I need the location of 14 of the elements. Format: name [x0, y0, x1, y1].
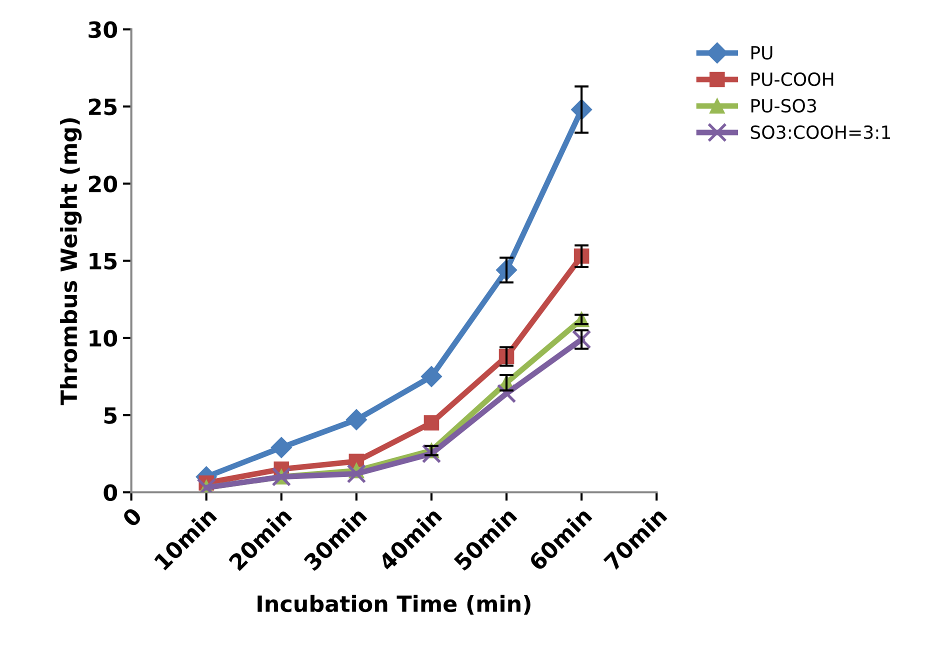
legend-label: SO3:COOH=3:1: [750, 125, 890, 140]
y-tick-label: 0: [104, 484, 118, 502]
y-tick-label: 20: [88, 176, 118, 192]
y-tick-label: 5: [104, 407, 117, 424]
y-axis-title: Thrombus Weight (mg): [60, 118, 82, 406]
legend-label: PU-COOH: [751, 72, 834, 86]
legend-label: PU: [751, 46, 772, 60]
legend-label: PU-SO3: [751, 98, 816, 113]
y-tick-label: 15: [90, 253, 117, 270]
y-tick-label: 30: [88, 21, 118, 38]
x-tick-label: 0: [121, 506, 143, 528]
y-tick-label: 10: [90, 330, 118, 347]
x-axis-title: Incubation Time (min): [258, 594, 530, 615]
y-tick-label: 25: [88, 98, 117, 116]
